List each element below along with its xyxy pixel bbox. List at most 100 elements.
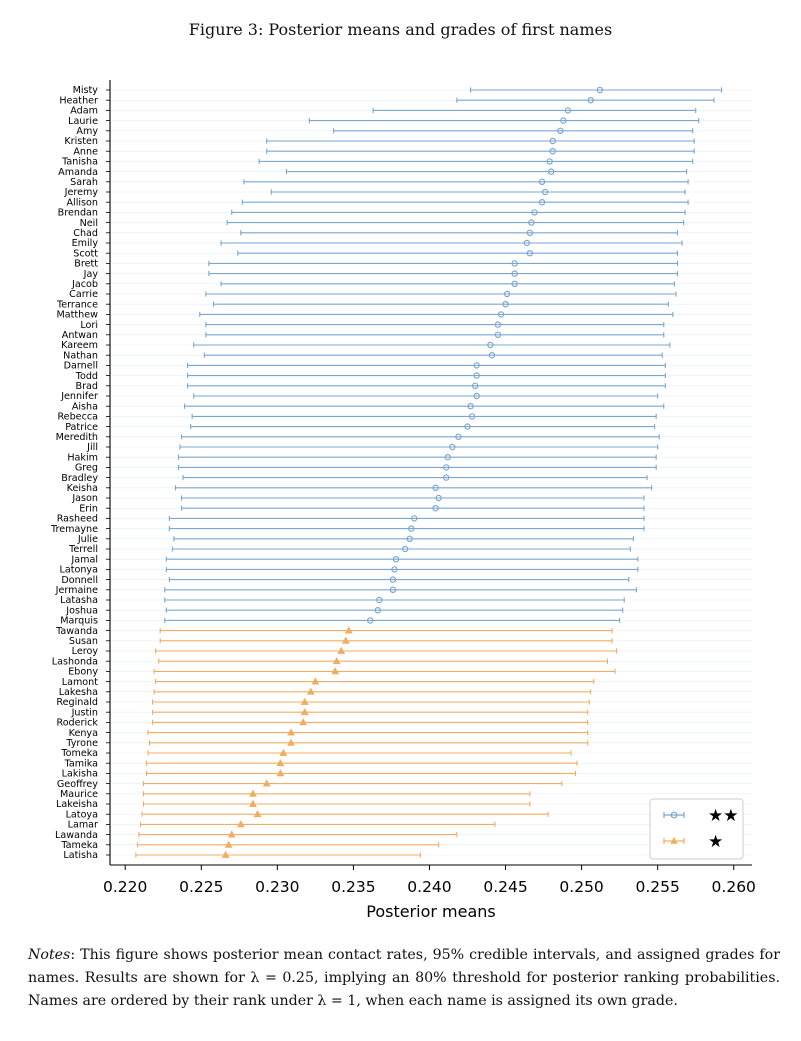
name-label: Hakim [67,452,98,463]
name-label: Tawanda [55,626,98,637]
name-label: Tyrone [65,738,98,749]
x-axis-label: Posterior means [366,902,496,921]
name-label: Scott [73,248,98,259]
mean-marker-circle [449,443,456,451]
x-tick-label: 0.235 [331,878,375,896]
mean-marker-triangle [236,820,245,828]
mean-marker-circle [541,188,549,196]
mean-marker-triangle [341,636,350,644]
name-label: Jason [71,493,98,504]
name-labels: MistyHeatherAdamLaurieAmyKristenAnneTani… [50,85,110,861]
mean-marker-circle [374,607,381,614]
mean-marker-triangle [311,677,320,685]
mean-marker-circle [389,586,397,594]
name-label: Kristen [64,136,98,147]
mean-marker-circle [538,178,546,185]
name-label: Meredith [56,432,98,443]
mean-marker-circle [564,107,572,114]
mean-marker-circle [376,596,383,604]
mean-marker-triangle [249,789,257,797]
name-label: Lawanda [55,830,98,841]
mean-marker-triangle [253,809,262,818]
name-label: Antwan [62,330,98,341]
name-label: Rasheed [57,514,98,525]
mean-marker-circle [471,382,479,389]
mean-marker-circle [444,454,451,461]
mean-marker-circle [435,494,442,502]
name-label: Bradley [61,473,98,484]
x-tick-label: 0.250 [559,878,603,896]
name-label: Adam [70,106,98,117]
figure-title: Figure 3: Posterior means and grades of … [188,20,613,39]
axes [109,80,752,866]
legend-triangle-icon [670,837,678,844]
notes-body: : This figure shows posterior mean conta… [28,947,780,1009]
mean-marker-circle [467,403,474,410]
mean-marker-circle [406,535,413,543]
mean-marker-circle [587,96,594,104]
notes-lead: Notes [28,947,71,963]
name-label: Laurie [68,116,98,127]
name-label: Geoffrey [57,779,98,790]
mean-marker-circle [473,362,480,369]
name-label: Lakeisha [56,799,98,810]
mean-marker-circle [538,198,546,206]
name-label: Keisha [67,483,98,494]
name-label: Heather [59,95,98,106]
mean-marker-triangle [224,840,233,848]
name-label: Greg [75,463,98,474]
mean-marker-circle [392,556,400,563]
mean-marker-triangle [262,779,271,787]
mean-marker-circle [523,239,531,247]
name-label: Neil [80,218,98,229]
mean-marker-circle [488,352,496,359]
mean-marker-circle [473,372,480,379]
mean-marker-triangle [332,656,341,665]
name-label: Brett [74,259,98,270]
legend-circle-icon [670,811,678,819]
mean-marker-circle [497,311,505,318]
mean-marker-circle [401,545,409,553]
mean-marker-circle [528,219,535,226]
name-label: Reginald [56,697,98,708]
figure-notes: Notes: This figure shows posterior mean … [28,944,780,1013]
name-label: Amy [76,126,98,137]
mean-marker-circle [494,331,502,338]
x-tick-label: 0.220 [103,878,147,896]
name-label: Nathan [63,350,98,361]
mean-marker-circle [411,515,418,522]
mean-marker-circle [547,168,555,175]
x-tick-label: 0.245 [483,878,527,896]
mean-marker-circle [487,341,494,349]
mean-marker-circle [503,290,511,298]
name-label: Misty [73,85,99,96]
posterior-means-chart: MistyHeatherAdamLaurieAmyKristenAnneTani… [50,80,756,921]
mean-marker-triangle [287,738,295,746]
mean-marker-circle [473,392,480,400]
mean-marker-circle [432,484,439,491]
name-label: Tanisha [61,157,98,168]
mean-marker-circle [549,147,556,155]
mean-marker-circle [391,566,398,573]
x-tick-label: 0.255 [635,878,679,896]
mean-marker-triangle [331,667,340,675]
x-tick-label: 0.230 [255,878,299,896]
name-label: Brendan [58,208,98,219]
mean-marker-circle [531,209,538,216]
mean-marker-circle [511,260,518,267]
name-label: Darnell [64,361,98,372]
name-label: Terrell [68,544,98,555]
mean-marker-circle [560,117,567,124]
mean-marker-circle [526,249,534,257]
mean-marker-circle [443,474,450,481]
mean-marker-triangle [227,830,236,838]
mean-marker-circle [389,576,397,583]
credible-intervals [135,86,723,858]
mean-marker-triangle [279,748,288,756]
name-label: Donnell [61,575,98,586]
name-label: Lakisha [62,769,98,780]
name-label: Erin [79,503,98,514]
name-label: Brad [76,381,99,392]
mean-marker-circle [408,525,415,532]
mean-marker-circle [502,301,509,308]
